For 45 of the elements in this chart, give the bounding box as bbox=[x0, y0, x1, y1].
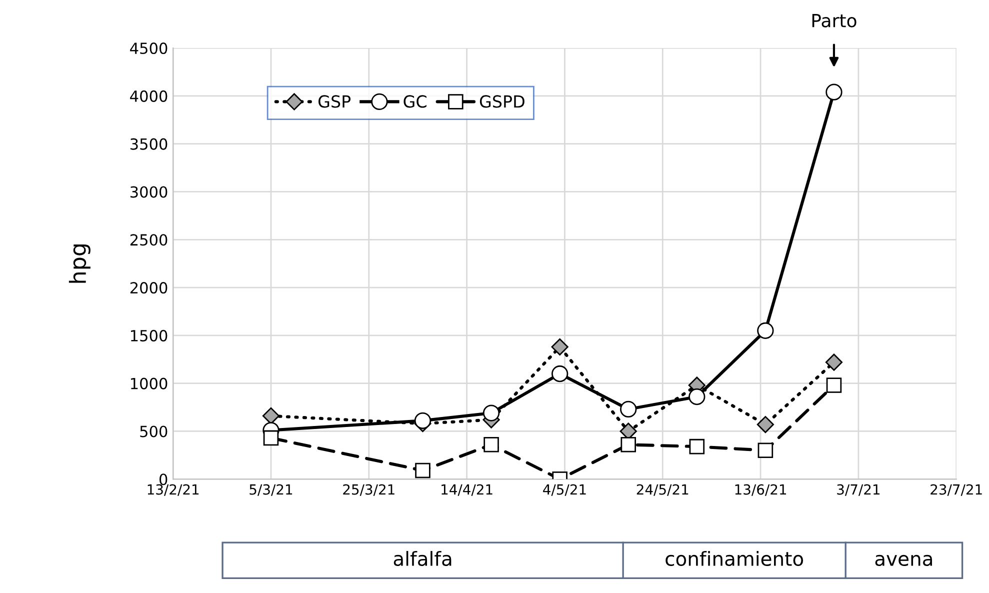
x-tick-label: 13/2/21 bbox=[148, 484, 199, 496]
text: alfalfa bbox=[394, 550, 452, 566]
point bbox=[415, 462, 430, 478]
point bbox=[825, 354, 843, 371]
y-tick-label: 500 bbox=[140, 426, 168, 438]
point bbox=[620, 400, 637, 418]
text: avena bbox=[875, 554, 932, 566]
x-tick-label: 4/5/21 bbox=[543, 484, 586, 496]
point bbox=[826, 84, 842, 100]
point bbox=[262, 407, 280, 424]
x-tick-label: 25/3/21 bbox=[343, 484, 394, 496]
x-tick-label: 24/5/21 bbox=[636, 484, 688, 496]
y-tick-label: 4000 bbox=[130, 90, 168, 102]
y-tick-label: 2000 bbox=[130, 282, 168, 294]
point bbox=[758, 442, 774, 458]
point bbox=[757, 322, 774, 339]
point bbox=[689, 438, 705, 454]
y-tick-label: 3500 bbox=[130, 138, 168, 150]
y-tick-label: 1000 bbox=[131, 378, 168, 390]
y-axis-title: hpg bbox=[68, 244, 90, 283]
point bbox=[620, 437, 636, 452]
point bbox=[263, 430, 279, 446]
legend-label: GC bbox=[404, 95, 426, 108]
y-tick-label: 1500 bbox=[131, 330, 168, 342]
point bbox=[484, 437, 499, 452]
point bbox=[482, 404, 500, 422]
y-tick-label: 4500 bbox=[130, 42, 168, 54]
y-tick-label: 3000 bbox=[130, 186, 168, 198]
point bbox=[688, 388, 706, 406]
x-tick-label: 3/7/21 bbox=[837, 484, 880, 496]
y-tick-label: 2500 bbox=[130, 234, 168, 246]
x-tick-label: 14/4/21 bbox=[442, 484, 492, 496]
text: Parto bbox=[812, 14, 856, 28]
legend-label: GSPD bbox=[480, 95, 524, 108]
point bbox=[756, 416, 774, 434]
point bbox=[551, 338, 568, 356]
y-tick-label: 0 bbox=[160, 474, 168, 486]
point bbox=[414, 412, 432, 430]
point bbox=[826, 378, 842, 393]
text: confinamiento bbox=[666, 550, 804, 566]
legend-label: GSP bbox=[318, 95, 351, 108]
x-tick-label: 23/7/21 bbox=[930, 484, 982, 496]
x-tick-label: 5/3/21 bbox=[250, 484, 292, 496]
x-tick-label: 13/6/21 bbox=[735, 484, 786, 496]
point bbox=[551, 365, 568, 382]
